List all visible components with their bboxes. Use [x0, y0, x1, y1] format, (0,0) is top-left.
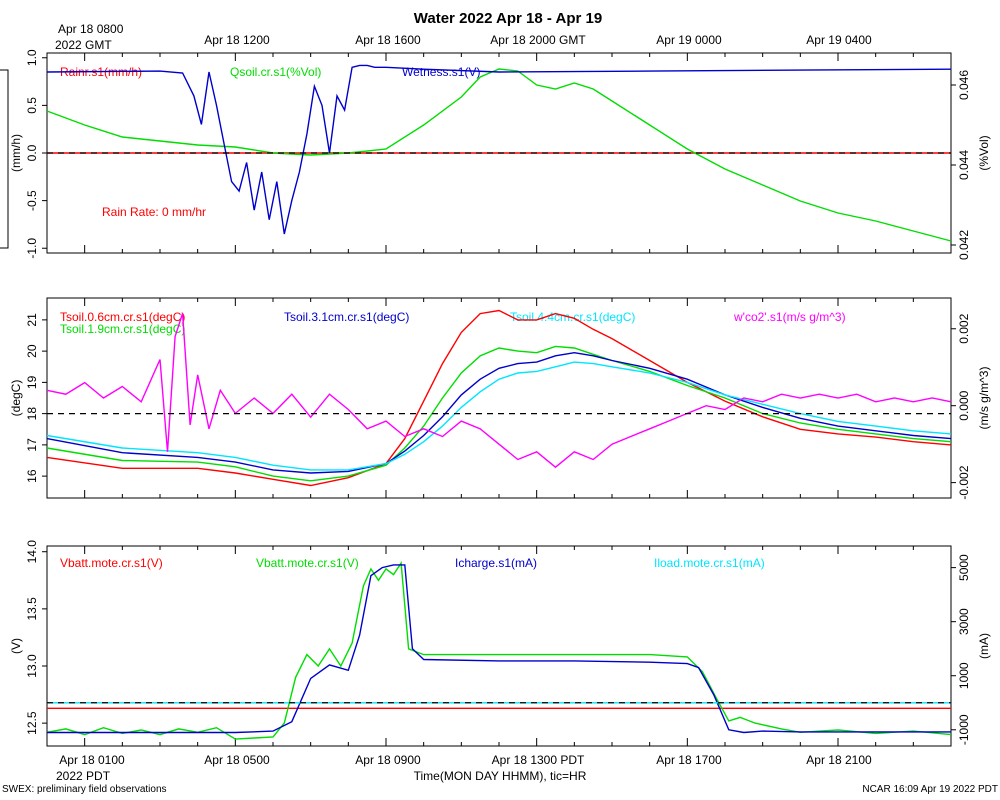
series-line-3 [46, 361, 952, 471]
series-line-1 [46, 345, 952, 482]
left-tick-label: -0.5 [25, 190, 39, 211]
left-tick-label: 12.5 [25, 711, 39, 735]
left-tick-label: 0.0 [25, 144, 39, 161]
left-tick-label: 16 [25, 469, 39, 483]
top-tick-label-2: Apr 18 1600 [355, 33, 421, 47]
left-tick-label: 20 [25, 344, 39, 358]
right-tick-label: -1000 [957, 714, 971, 745]
legend-qsoil: Qsoil.cr.s1(%Vol) [230, 65, 321, 79]
top-tick-label-3: Apr 18 2000 GMT [490, 33, 586, 47]
right-tick-label: 0.000 [957, 390, 971, 420]
panel-soil_temperature: 16 17 18 19 20 21 -0.002 0.000 0.002 (degC) (m/s g… [9, 297, 991, 500]
series-line-2 [47, 564, 951, 734]
top-tick-label-1: Apr 18 1200 [204, 33, 270, 47]
left-tick-label: -1.0 [25, 238, 39, 259]
top-tick-label-0: Apr 18 0800 [58, 22, 124, 36]
right-tick-label: 0.046 [957, 70, 971, 100]
left-axis-label: (V) [9, 638, 23, 654]
legend-tsoil-0-6: Tsoil.0.6cm.cr.s1(degC) [60, 310, 185, 324]
series-line-1 [46, 68, 952, 242]
right-tick-label: 0.042 [957, 230, 971, 260]
series-line-2 [46, 351, 952, 474]
rain-rate-annotation: Rain Rate: 0 mm/hr [102, 205, 206, 219]
bottom-tick-label-0: Apr 18 0100 [59, 753, 125, 767]
chart-title: Water 2022 Apr 18 - Apr 19 [414, 10, 602, 27]
right-tick-label: 0.044 [957, 150, 971, 180]
series-line-0 [46, 309, 952, 487]
left-tick-label: 21 [25, 313, 39, 327]
footer-right: NCAR 16:09 Apr 19 2022 PDT [862, 784, 998, 795]
right-tick-label: 3000 [957, 608, 971, 635]
legend-vbatt-green: Vbatt.mote.cr.s1(V) [256, 556, 359, 570]
legend-iload: Iload.mote.cr.s1(mA) [654, 556, 765, 570]
bottom-tick-label-5: Apr 18 2100 [806, 753, 872, 767]
legend-vbatt-red: Vbatt.mote.cr.s1(V) [60, 556, 163, 570]
legend-tsoil-3-1: Tsoil.3.1cm.cr.s1(degC) [284, 310, 409, 324]
left-bracket [0, 69, 9, 249]
series-line-2 [46, 64, 952, 235]
bottom-tick-label-3: Apr 18 1300 PDT [492, 753, 585, 767]
bottom-tick-label-1: Apr 18 0500 [204, 753, 270, 767]
right-axis-label: (%Vol) [977, 135, 991, 170]
series-line-1 [46, 561, 952, 740]
left-tick-label: 14.0 [25, 540, 39, 564]
series-line-4 [46, 313, 952, 469]
bottom-axis-sublabel: 2022 PDT [56, 769, 111, 783]
left-axis-label: (degC) [9, 380, 23, 417]
right-tick-label: 5000 [957, 554, 971, 581]
left-tick-label: 18 [25, 407, 39, 421]
right-axis-label: (m/s g/m^3) [977, 367, 991, 430]
panel-frame [46, 545, 952, 747]
legend-wetness: Wetness.s1(V) [402, 65, 480, 79]
panel-power: 12.5 13.0 13.5 14.0 -1000 1000 3000 5000 (V) (mA) [9, 540, 991, 747]
top-tick-label-4: Apr 19 0000 [656, 33, 722, 47]
left-tick-label: 1.0 [25, 49, 39, 66]
legend-tsoil-1-9: Tsoil.1.9cm.cr.s1(degC) [60, 322, 185, 336]
right-axis-label: (mA) [977, 633, 991, 659]
bottom-tick-label-2: Apr 18 0900 [355, 753, 421, 767]
right-tick-label: 0.002 [957, 313, 971, 343]
x-axis-label: Time(MON DAY HHMM), tic=HR [414, 769, 587, 783]
top-tick-label-5: Apr 19 0400 [806, 33, 872, 47]
top-axis-sublabel: 2022 GMT [55, 38, 112, 52]
right-tick-label: -0.002 [957, 465, 971, 499]
legend-wco2: w'co2'.s1(m/s g/m^3) [733, 310, 846, 324]
left-tick-label: 0.5 [25, 97, 39, 114]
left-tick-label: 13.0 [25, 654, 39, 678]
right-tick-label: 1000 [957, 662, 971, 689]
bottom-tick-label-4: Apr 18 1700 [656, 753, 722, 767]
left-tick-label: 19 [25, 375, 39, 389]
legend-icharge: Icharge.s1(mA) [455, 556, 537, 570]
legend-tsoil-4-4: Tsoil.4.4cm.cr.s1(degC) [510, 310, 635, 324]
footer-left: SWEX: preliminary field observations [2, 784, 167, 795]
left-tick-label: 13.5 [25, 597, 39, 621]
left-tick-label: 17 [25, 438, 39, 452]
left-axis-label: (mm/h) [9, 134, 23, 172]
panel-water: -1.0 -0.5 0.0 0.5 1.0 0.042 0.044 0.046 (mm/h) (%… [9, 49, 991, 260]
